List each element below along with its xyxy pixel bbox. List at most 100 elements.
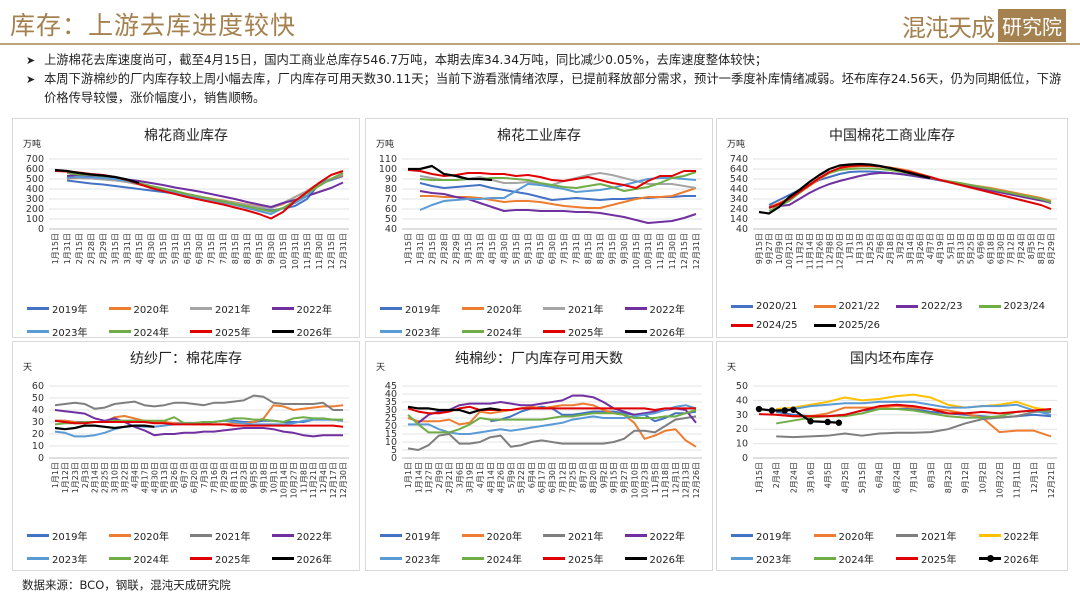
x-tick-label: 1月27日 — [425, 462, 434, 493]
x-tick-label: 2月29日 — [452, 233, 461, 264]
legend-swatch — [27, 307, 49, 310]
bullet-text: 上游棉花去库速度尚可，截至4月15日，国内工商业总库存546.7万吨，本期去库3… — [44, 53, 768, 67]
legend-swatch — [813, 557, 836, 560]
legend-label: 2021年 — [215, 305, 251, 316]
legend-item: 2026年 — [978, 551, 1062, 566]
y-tick-label: 5 — [391, 445, 397, 456]
legend-swatch — [624, 330, 647, 333]
legend-item: 2024/25 — [731, 320, 814, 331]
legend-item: 2022年 — [271, 528, 354, 543]
x-tick-label: 10月23日 — [641, 462, 650, 498]
x-tick-label: 11月21日 — [309, 462, 318, 498]
arrow-bullet-icon: ➤ — [26, 73, 36, 86]
x-tick-label: 5月25日 — [966, 233, 975, 264]
x-tick-label: 12月15日 — [327, 233, 336, 269]
legend-label: 2026年 — [1003, 555, 1039, 566]
x-tick-label: 2月14日 — [91, 462, 100, 493]
y-tick-label: 15 — [385, 429, 397, 440]
x-tick-label: 11月5日 — [651, 462, 660, 493]
legend-swatch — [978, 305, 1001, 308]
legend-label: 2020年 — [838, 532, 874, 543]
legend-swatch — [978, 534, 1001, 537]
legend-swatch — [190, 534, 212, 537]
x-tick-label: 11月30日 — [668, 233, 677, 269]
bullet-item: ➤ 本周下游棉纱的厂内库存较上周小幅去库，厂内库存可用天数30.11天；当前下游看… — [22, 70, 1072, 108]
chart-title: 棉花商业库存 — [144, 128, 228, 144]
x-tick-label: 2月9日 — [435, 462, 444, 488]
x-tick-label: 12月31日 — [692, 233, 701, 269]
y-tick-label: 10 — [32, 441, 44, 452]
y-tick-label: 45 — [385, 381, 397, 392]
x-tick-label: 3月15日 — [111, 233, 120, 264]
x-tick-label: 8月31日 — [243, 233, 252, 264]
x-tick-label: 7月15日 — [207, 233, 216, 264]
series-line — [776, 400, 1052, 416]
x-tick-label: 9月18日 — [260, 462, 269, 493]
x-tick-label: 10月15日 — [632, 233, 641, 269]
x-tick-label: 7月31日 — [572, 233, 581, 264]
legend-label: 2023年 — [52, 555, 88, 566]
series-marker — [790, 406, 797, 413]
legend-item: 2026年 — [271, 324, 354, 339]
y-axis-unit: 万吨 — [376, 140, 395, 150]
summary-bullets: ➤ 上游棉花去库速度尚可，截至4月15日，国内工商业总库存546.7万吨，本期去库… — [22, 51, 1072, 108]
x-tick-label: 12月20日 — [836, 233, 845, 269]
y-tick-label: 0 — [38, 453, 44, 464]
legend-item: 2020年 — [108, 528, 191, 543]
x-tick-label: 10月9日 — [775, 233, 784, 264]
x-tick-label: 1月1日 — [51, 462, 60, 488]
x-tick-label: 12月15日 — [680, 233, 689, 269]
legend-item: 2021年 — [190, 301, 272, 316]
y-tick-label: 740 — [730, 154, 748, 165]
legend-item: 2026年 — [624, 551, 707, 566]
legend-label: 2026年 — [296, 328, 332, 339]
legend-swatch — [813, 324, 836, 327]
legend-swatch — [271, 330, 294, 333]
x-tick-label: 7月16日 — [210, 462, 219, 493]
legend-swatch — [731, 534, 753, 537]
y-tick-label: 300 — [26, 194, 44, 205]
legend-item: 2022年 — [624, 528, 707, 543]
y-tick-label: 440 — [730, 184, 748, 195]
y-axis-unit: 万吨 — [727, 140, 746, 150]
x-tick-label: 7月31日 — [219, 233, 228, 264]
x-tick-label: 2月18日 — [886, 233, 895, 264]
series-line — [490, 405, 697, 423]
x-tick-label: 11月11日 — [1013, 462, 1022, 498]
x-tick-label: 9月2日 — [599, 462, 608, 488]
y-tick-label: 600 — [26, 164, 44, 175]
series-line — [419, 177, 697, 211]
x-tick-label: 12月1日 — [1030, 462, 1039, 493]
x-tick-label: 1月1日 — [846, 233, 855, 259]
series-line — [758, 162, 931, 215]
x-tick-label: 9月30日 — [620, 233, 629, 264]
legend-item: 2019年 — [27, 301, 109, 316]
legend-label: 2022年 — [296, 305, 332, 316]
x-tick-label: 10月22日 — [995, 462, 1004, 498]
series-marker — [755, 405, 763, 413]
series-line — [54, 168, 140, 185]
y-tick-label: 60 — [385, 204, 397, 215]
y-tick-label: 30 — [32, 417, 44, 428]
legend-item: 2025年 — [896, 551, 979, 566]
y-tick-label: 30 — [736, 410, 748, 421]
x-tick-label: 2月4日 — [772, 462, 781, 488]
legend-item: 2019年 — [27, 528, 109, 543]
x-tick-label: 7月29日 — [220, 462, 229, 493]
y-tick-label: 50 — [32, 393, 44, 404]
legend-swatch — [271, 557, 294, 560]
series-line — [54, 394, 343, 411]
y-tick-label: 30 — [385, 405, 397, 416]
legend-label: 2026年 — [296, 555, 332, 566]
x-tick-label: 8月23日 — [240, 462, 249, 493]
x-tick-label: 8月20日 — [589, 462, 598, 493]
x-tick-label: 1月31日 — [63, 233, 72, 264]
series-line — [407, 405, 501, 415]
x-tick-label: 6月30日 — [997, 233, 1006, 264]
y-tick-label: 10 — [385, 437, 397, 448]
x-tick-label: 12月13日 — [682, 462, 691, 498]
series-line — [408, 164, 493, 182]
y-tick-label: 140 — [730, 214, 748, 225]
